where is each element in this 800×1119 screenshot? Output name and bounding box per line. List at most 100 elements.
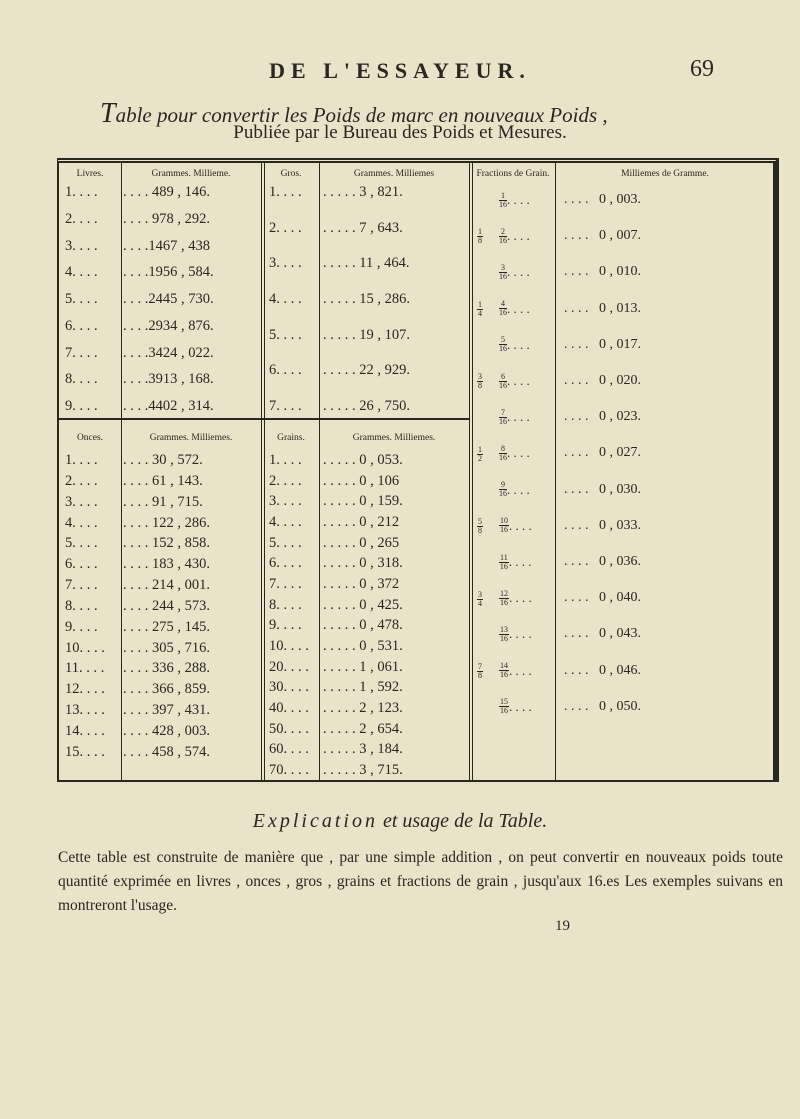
onces-unit: 2. . . . xyxy=(65,472,98,489)
livres-unit: 5. . . . xyxy=(65,291,98,307)
fraction-row: 7 16 . . . . xyxy=(477,408,532,426)
fraction-row: 9 16 . . . . xyxy=(477,481,532,499)
denominator: 2 xyxy=(478,453,482,463)
grains-value: . . . . . 1 , 592. xyxy=(323,679,403,696)
onces-value: . . . . 61 , 143. xyxy=(123,472,203,489)
livres-value: . . . . 978 , 292. xyxy=(123,210,210,227)
denominator: 16 xyxy=(500,633,508,643)
leader-dots: . . . . xyxy=(509,698,532,714)
onces-unit: 10. . . . xyxy=(65,639,105,656)
denominator: 8 xyxy=(478,670,482,680)
gros-unit: 3. . . . xyxy=(269,255,302,272)
grains-value: . . . . . 0 , 159. xyxy=(323,493,403,510)
denominator: 16 xyxy=(500,525,508,535)
signature-mark: 19 xyxy=(555,918,570,934)
milliemes-value: . . . . 0 , 023. xyxy=(564,409,641,425)
grains-value: . . . . . 0 , 318. xyxy=(323,555,403,572)
onces-value: . . . . 122 , 286. xyxy=(123,514,210,531)
livres-value: . . . .2934 , 876. xyxy=(123,317,214,334)
sixteenth-fraction: 2 16 xyxy=(499,227,507,245)
onces-value: . . . . 244 , 573. xyxy=(123,597,210,614)
gros-unit: 1. . . . xyxy=(269,184,302,200)
fraction-row: 5 16 . . . . xyxy=(477,336,532,354)
denominator: 16 xyxy=(500,670,508,680)
fraction-row: 13 16 . . . . xyxy=(477,625,532,643)
gros-unit: 7. . . . xyxy=(269,397,302,414)
denominator: 16 xyxy=(499,308,507,318)
leader-dots: . . . . xyxy=(508,554,532,570)
denominator: 16 xyxy=(499,271,507,281)
fraction-row: 1 16 . . . . xyxy=(477,191,532,209)
title-text: able pour convertir les Poids de marc en… xyxy=(115,103,608,127)
milliemes-value: . . . . 0 , 033. xyxy=(564,517,641,533)
milliemes-value: . . . . 0 , 007. xyxy=(564,228,641,244)
onces-value: . . . . 428 , 003. xyxy=(123,722,210,739)
livres-unit: 4. . . . xyxy=(65,264,98,281)
grains-unit: 8. . . . xyxy=(269,596,302,613)
denominator: 4 xyxy=(478,598,482,608)
leader-dots: . . . . xyxy=(507,481,530,497)
sixteenth-fraction: 12 16 xyxy=(499,588,509,607)
explication-word: Explication xyxy=(252,810,378,832)
onces-unit: 1. . . . xyxy=(65,452,98,468)
onces-unit: 13. . . . xyxy=(65,702,105,719)
gros-value: . . . . . 26 , 750. xyxy=(323,397,410,414)
header-grains: Grains. xyxy=(277,433,305,443)
denominator: 16 xyxy=(499,235,507,245)
fraction-row: 1 2 8 16 . . . . xyxy=(477,444,532,462)
gros-value: . . . . . 22 , 929. xyxy=(323,362,410,379)
grains-value: . . . . . 0 , 106 xyxy=(323,472,400,489)
gros-unit: 2. . . . xyxy=(269,219,302,236)
grains-unit: 9. . . . xyxy=(269,617,302,634)
onces-value: . . . . 30 , 572. xyxy=(123,452,203,468)
grains-unit: 3. . . . xyxy=(269,493,302,510)
sixteenth-fraction: 11 16 xyxy=(499,553,509,571)
sixteenth-fraction: 15 16 xyxy=(499,698,509,715)
milliemes-value: . . . . 0 , 017. xyxy=(564,336,641,352)
grains-unit: 5. . . . xyxy=(269,534,302,551)
onces-unit: 9. . . . xyxy=(65,618,98,635)
onces-unit: 8. . . . xyxy=(65,597,98,614)
grains-value: . . . . . 3 , 715. xyxy=(323,761,403,778)
leader-dots: . . . . xyxy=(509,590,532,606)
grains-unit: 70. . . . xyxy=(269,761,309,778)
milliemes-value: . . . . 0 , 027. xyxy=(564,445,641,461)
milliemes-value: . . . . 0 , 013. xyxy=(564,300,641,316)
header-grammes: Grammes. Millieme. xyxy=(151,169,231,179)
onces-value: . . . . 458 , 574. xyxy=(123,743,210,760)
grains-value: . . . . . 0 , 265 xyxy=(323,534,400,551)
grains-unit: 7. . . . xyxy=(269,575,302,592)
grains-unit: 4. . . . xyxy=(269,513,302,530)
milliemes-value: . . . . 0 , 036. xyxy=(564,554,641,570)
grains-unit: 30. . . . xyxy=(269,679,309,696)
milliemes-value: . . . . 0 , 043. xyxy=(564,626,641,642)
title-initial: T xyxy=(100,98,116,129)
sixteenth-fraction: 8 16 xyxy=(499,444,507,462)
onces-unit: 5. . . . xyxy=(65,535,98,552)
onces-unit: 14. . . . xyxy=(65,722,105,739)
numerator: 15 xyxy=(499,697,509,708)
sixteenth-fraction: 10 16 xyxy=(499,517,509,534)
gros-unit: 4. . . . xyxy=(269,290,302,307)
divider xyxy=(555,163,556,780)
denominator: 16 xyxy=(499,380,507,390)
divider xyxy=(319,163,320,780)
numerator: 12 xyxy=(499,588,509,599)
livres-unit: 9. . . . xyxy=(65,398,98,414)
milliemes-value: . . . . 0 , 030. xyxy=(564,481,641,497)
grains-value: . . . . . 2 , 123. xyxy=(323,699,403,716)
denominator: 16 xyxy=(500,597,508,607)
fraction-row: 3 16 . . . . xyxy=(477,263,532,281)
numerator: 1 xyxy=(499,190,507,201)
grains-value: . . . . . 0 , 372 xyxy=(323,575,400,592)
gros-value: . . . . . 7 , 643. xyxy=(323,219,403,236)
header-livres: Livres. xyxy=(76,169,104,179)
milliemes-value: . . . . 0 , 010. xyxy=(564,264,641,280)
livres-unit: 7. . . . xyxy=(65,344,98,361)
